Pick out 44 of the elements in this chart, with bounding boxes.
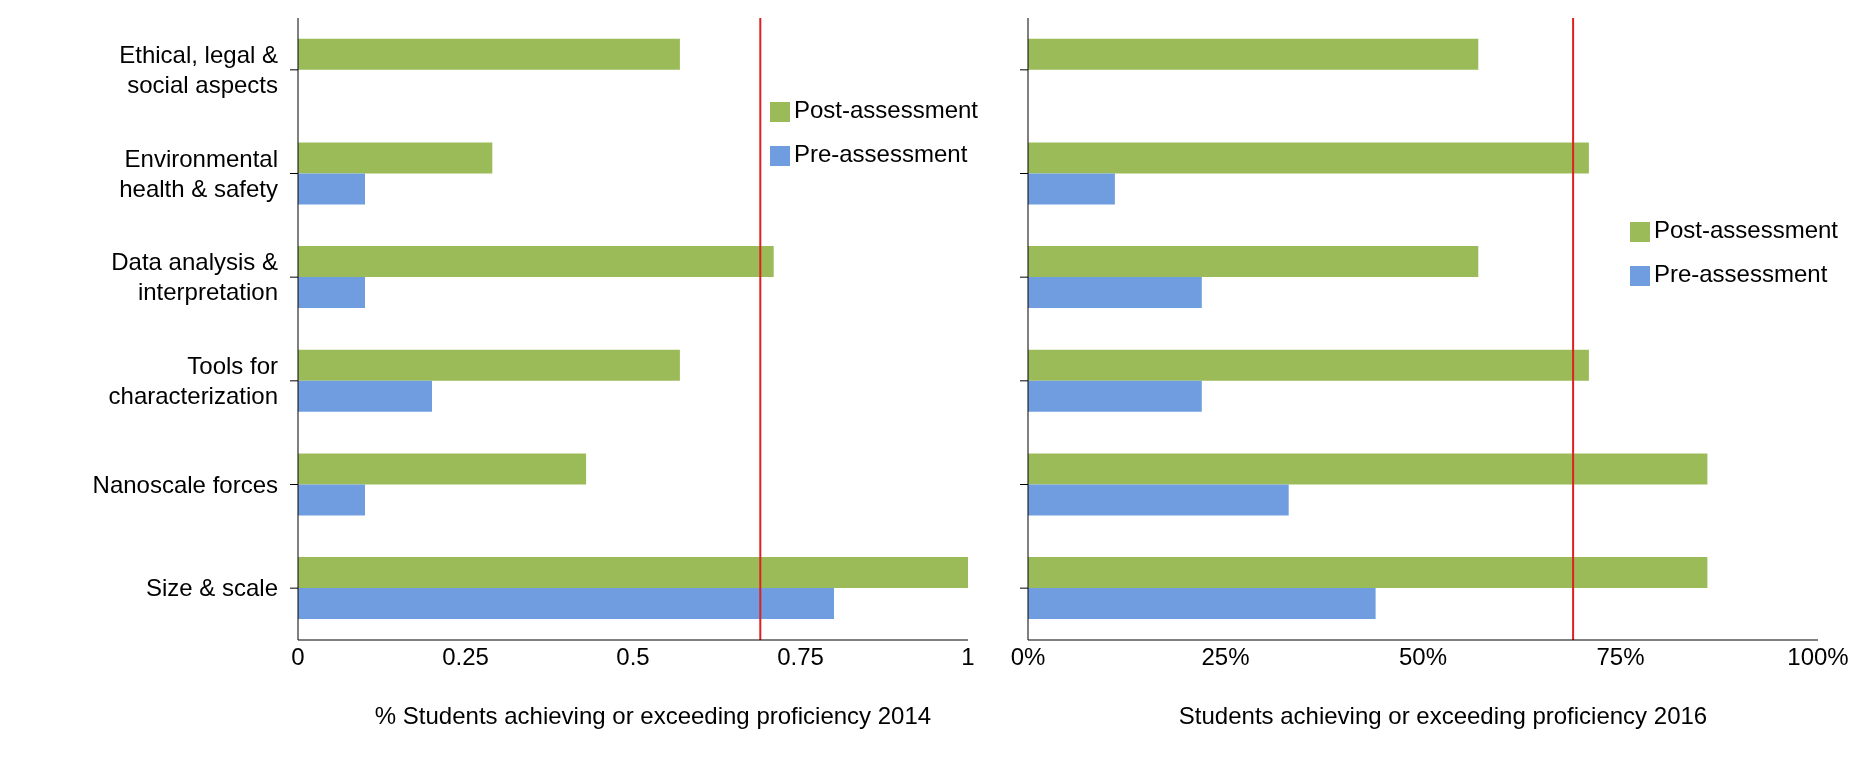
bar (1028, 38, 1479, 70)
bar (298, 349, 680, 381)
bar (298, 142, 493, 174)
bar (298, 484, 365, 516)
bar (1028, 349, 1589, 381)
y-tick-label: Data analysis & interpretation (111, 248, 278, 306)
bar (298, 557, 968, 589)
x-tick-label: 0% (1010, 643, 1046, 671)
bar (1028, 246, 1479, 278)
bar (1028, 588, 1376, 620)
x-tick-label: 0 (291, 643, 305, 671)
bar (298, 453, 587, 485)
legend-label: Pre-assessment (1653, 260, 1828, 287)
bar (1028, 142, 1589, 174)
x-tick-label: 0.25 (442, 643, 489, 671)
legend-label: Post-assessment (1653, 216, 1838, 243)
x-axis-title: % Students achieving or exceeding proficiency 2014 (373, 702, 933, 730)
x-tick-label: 75% (1596, 643, 1645, 671)
bar (298, 246, 774, 278)
bar (1028, 484, 1289, 516)
bar (298, 380, 432, 412)
bar (1028, 173, 1115, 205)
bar (1028, 380, 1202, 412)
legend-label: Pre-assessment (793, 140, 968, 167)
x-tick-label: 0.5 (616, 643, 650, 671)
x-axis-title: Students achieving or exceeding proficiency 2016 (1177, 702, 1709, 730)
bar (298, 588, 834, 620)
x-tick-label: 25% (1201, 643, 1250, 671)
x-tick-label: 1 (961, 643, 975, 671)
bar (298, 277, 365, 309)
y-tick-label: Size & scale (145, 574, 278, 602)
x-tick-label: 100% (1787, 643, 1849, 671)
y-tick-label: Nanoscale forces (92, 470, 278, 498)
bar (298, 173, 365, 205)
legend-label: Post-assessment (793, 96, 978, 123)
y-tick-label: Ethical, legal & social aspects (119, 40, 278, 98)
bar (1028, 277, 1202, 309)
bar (1028, 557, 1708, 589)
x-tick-label: 0.75 (777, 643, 824, 671)
x-tick-label: 50% (1398, 643, 1448, 671)
y-tick-label: Tools for characterization (108, 351, 279, 409)
bar (298, 38, 680, 70)
y-tick-label: Environmental health & safety (119, 144, 278, 202)
bar (1028, 453, 1708, 485)
